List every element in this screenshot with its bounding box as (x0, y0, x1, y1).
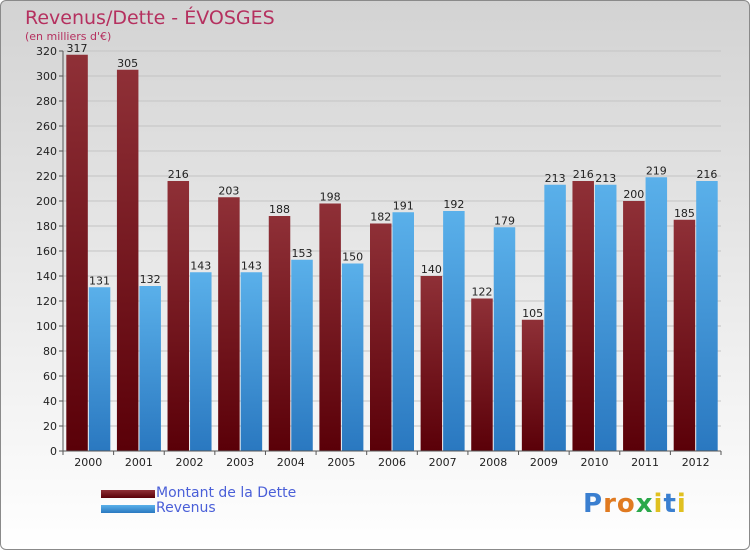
x-tick-label: 2001 (125, 456, 153, 469)
y-tick-label: 200 (36, 195, 57, 208)
x-tick-label: 2007 (429, 456, 457, 469)
data-label: 216 (573, 168, 594, 181)
y-tick-label: 60 (43, 370, 57, 383)
data-label: 192 (443, 198, 464, 211)
data-label: 140 (421, 263, 442, 276)
bar-revenus (696, 181, 718, 451)
x-tick-label: 2011 (631, 456, 659, 469)
bar-dette (521, 319, 544, 451)
data-label: 198 (320, 191, 341, 204)
data-label: 188 (269, 203, 290, 216)
data-label: 150 (342, 251, 363, 264)
bar-dette (623, 201, 645, 451)
y-tick-label: 240 (36, 145, 57, 158)
logo-letter: i (653, 489, 664, 519)
y-tick-label: 280 (36, 95, 57, 108)
bar-dette (420, 276, 443, 451)
data-label: 317 (67, 42, 88, 55)
y-tick-label: 40 (43, 395, 57, 408)
legend-label-dette: Montant de la Dette (156, 485, 297, 501)
x-tick-label: 2012 (682, 456, 710, 469)
bar-revenus (190, 272, 212, 451)
logo-letter: o (616, 489, 636, 519)
bar-dette (319, 203, 341, 451)
bar-dette (673, 219, 696, 451)
bar-revenus (88, 287, 111, 451)
data-label: 143 (241, 259, 262, 272)
chart-title: Revenus/Dette - ÉVOSGES (25, 7, 275, 29)
data-label: 143 (190, 259, 211, 272)
bar-revenus (493, 227, 516, 451)
y-tick-label: 300 (36, 70, 57, 83)
bar-dette (116, 69, 139, 451)
data-label: 182 (370, 211, 391, 224)
data-label: 191 (393, 199, 414, 212)
data-label: 216 (696, 168, 717, 181)
legend-swatch-dette (101, 490, 155, 498)
x-tick-label: 2004 (277, 456, 305, 469)
y-tick-label: 140 (36, 270, 57, 283)
bar-revenus (594, 184, 617, 451)
y-tick-label: 320 (36, 45, 57, 58)
data-label: 213 (595, 172, 616, 185)
data-label: 153 (292, 247, 313, 260)
bar-revenus (443, 211, 465, 451)
bar-dette (66, 54, 88, 451)
y-tick-label: 260 (36, 120, 57, 133)
y-tick-label: 160 (36, 245, 57, 258)
data-label: 132 (140, 273, 161, 286)
bar-revenus (139, 286, 161, 451)
data-label: 179 (494, 214, 515, 227)
bar-revenus (392, 212, 414, 451)
x-tick-label: 2005 (327, 456, 355, 469)
x-tick-label: 2009 (530, 456, 558, 469)
logo-letter: i (676, 489, 687, 519)
data-label: 105 (522, 307, 543, 320)
data-label: 219 (646, 164, 667, 177)
x-tick-label: 2002 (176, 456, 204, 469)
y-tick-label: 20 (43, 420, 57, 433)
bar-revenus (291, 259, 313, 451)
bar-dette (572, 181, 594, 451)
y-tick-label: 80 (43, 345, 57, 358)
bar-revenus (645, 177, 668, 451)
y-tick-label: 220 (36, 170, 57, 183)
x-tick-label: 2006 (378, 456, 406, 469)
x-tick-label: 2003 (226, 456, 254, 469)
legend-swatch-revenus (101, 505, 155, 513)
bar-revenus (240, 272, 263, 451)
logo-letter: x (635, 489, 654, 519)
y-tick-label: 0 (50, 445, 57, 458)
y-tick-label: 120 (36, 295, 57, 308)
y-tick-label: 180 (36, 220, 57, 233)
logo-letter: r (603, 489, 617, 519)
logo-letter: t (663, 489, 677, 519)
legend-label-revenus: Revenus (156, 500, 216, 516)
x-tick-label: 2008 (479, 456, 507, 469)
bar-dette (471, 298, 493, 451)
bar-dette (268, 216, 291, 451)
logo-letter: P (583, 489, 604, 519)
proxiti-logo: Proxiti (583, 489, 687, 519)
chart-subtitle: (en milliers d'€) (25, 30, 112, 43)
y-tick-label: 100 (36, 320, 57, 333)
data-label: 213 (545, 172, 566, 185)
data-label: 200 (623, 188, 644, 201)
data-label: 185 (674, 207, 695, 220)
x-tick-label: 2000 (74, 456, 102, 469)
bar-revenus (341, 263, 364, 451)
bar-dette (218, 197, 240, 451)
data-label: 122 (471, 286, 492, 299)
data-label: 305 (117, 57, 138, 70)
data-label: 216 (168, 168, 189, 181)
bar-revenus (544, 184, 566, 451)
data-label: 131 (89, 274, 110, 287)
bar-dette (370, 223, 392, 451)
x-tick-label: 2010 (580, 456, 608, 469)
data-label: 203 (218, 184, 239, 197)
bar-dette (167, 181, 190, 451)
